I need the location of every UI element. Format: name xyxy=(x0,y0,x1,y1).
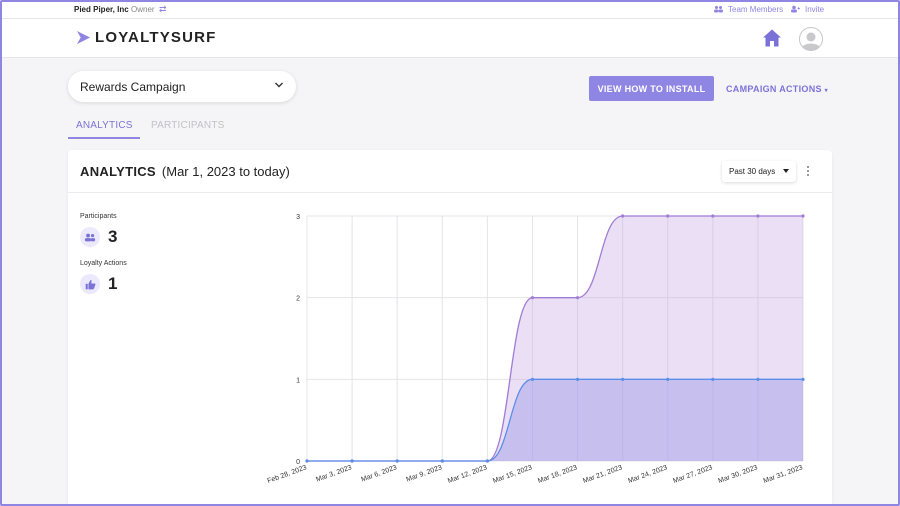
caret-down-icon xyxy=(783,169,789,173)
team-members-label: Team Members xyxy=(728,4,784,14)
org-name[interactable]: Pied Piper, Inc xyxy=(74,4,129,14)
active-tab-indicator xyxy=(68,137,140,139)
avatar-icon xyxy=(799,27,823,51)
logo[interactable]: LOYALTYSURF xyxy=(76,29,217,46)
analytics-card: ANALYTICS (Mar 1, 2023 to today) Past 30… xyxy=(68,150,832,506)
logo-text: LOYALTYSURF xyxy=(95,29,217,46)
home-icon[interactable] xyxy=(762,28,782,48)
chevron-down-icon xyxy=(275,82,283,88)
analytics-date-range: (Mar 1, 2023 to today) xyxy=(161,164,290,179)
date-range-value: Past 30 days xyxy=(729,167,776,176)
card-divider xyxy=(68,192,832,193)
date-range-select[interactable]: Past 30 days xyxy=(722,161,796,182)
team-icon xyxy=(714,6,723,13)
tab-analytics[interactable]: ANALYTICS xyxy=(76,120,133,131)
thumbs-up-icon xyxy=(80,274,100,294)
people-icon xyxy=(80,227,100,247)
app-header: LOYALTYSURF xyxy=(0,19,900,58)
campaign-select[interactable]: Rewards Campaign xyxy=(68,71,296,102)
participants-label: Participants xyxy=(80,213,117,220)
top-bar: Pied Piper, Inc Owner ⇄ Team Members Inv… xyxy=(0,0,900,19)
invite-link[interactable]: Invite xyxy=(791,5,824,14)
role-label: Owner xyxy=(131,4,155,14)
campaign-actions-label: CAMPAIGN ACTIONS xyxy=(726,84,822,94)
loyalty-actions-label: Loyalty Actions xyxy=(80,260,127,267)
caret-down-icon: ▾ xyxy=(824,88,828,94)
invite-label: Invite xyxy=(805,4,825,14)
add-user-icon xyxy=(791,5,800,13)
campaign-select-value: Rewards Campaign xyxy=(80,79,186,94)
view-install-button[interactable]: VIEW HOW TO INSTALL xyxy=(589,76,714,101)
participants-count: 3 xyxy=(108,227,118,246)
campaign-actions-menu[interactable]: CAMPAIGN ACTIONS ▾ xyxy=(726,84,828,94)
tab-participants[interactable]: PARTICIPANTS xyxy=(151,120,225,131)
switch-org-icon[interactable]: ⇄ xyxy=(159,3,167,14)
user-avatar[interactable] xyxy=(799,27,823,51)
loyalty-actions-count: 1 xyxy=(108,274,118,293)
analytics-heading: ANALYTICS (Mar 1, 2023 to today) xyxy=(80,164,290,179)
analytics-title: ANALYTICS xyxy=(80,164,156,179)
more-options-icon[interactable] xyxy=(805,166,811,178)
logo-mark-icon xyxy=(76,30,91,45)
team-members-link[interactable]: Team Members xyxy=(714,5,783,14)
